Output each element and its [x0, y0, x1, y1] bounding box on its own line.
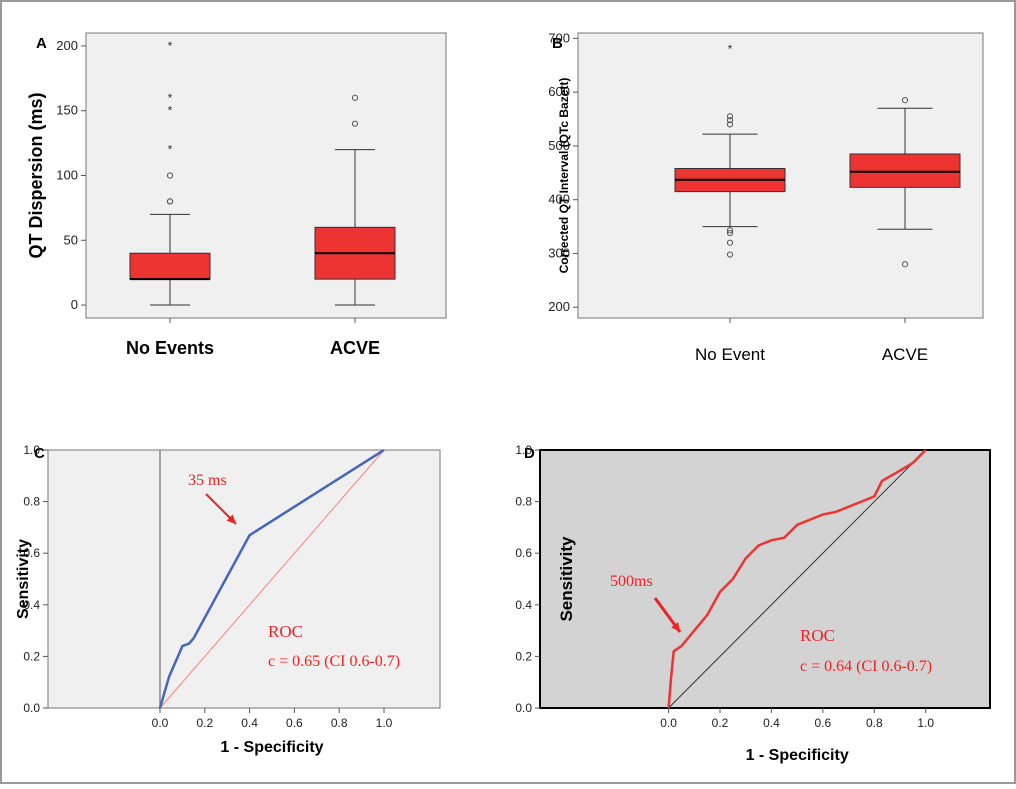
outlier-star: *	[168, 91, 173, 105]
outlier-circle	[901, 97, 909, 104]
cutoff-arrowhead	[671, 622, 680, 632]
category-label: No Events	[126, 338, 214, 358]
category-label: ACVE	[330, 338, 380, 358]
outlier-star: *	[168, 104, 173, 118]
outlier-circle	[166, 172, 174, 179]
x-tick-label: 1.0	[376, 716, 393, 730]
x-tick-label: 0.2	[712, 716, 729, 730]
x-tick-label: 0.4	[763, 716, 780, 730]
y-tick-label: 0.0	[515, 701, 532, 715]
x-tick-label: 0.8	[866, 716, 883, 730]
category-label: No Event	[695, 345, 765, 364]
outlier-circle	[351, 94, 359, 101]
y-axis-label: Sensitivity	[557, 536, 576, 622]
x-tick-label: 0.8	[331, 716, 348, 730]
panel-b: B 200 300 400 500 600 700 Corrected QT Interval…	[548, 30, 984, 364]
plot-area	[539, 449, 991, 709]
outlier-circle	[726, 239, 734, 246]
y-tick-label: 500	[548, 138, 570, 153]
cutoff-label: 35 ms	[188, 472, 227, 489]
reference-line	[159, 449, 385, 709]
x-axis-label: 1 - Specificity	[220, 739, 323, 756]
auc-label: c = 0.64 (CI 0.6-0.7)	[800, 658, 932, 675]
y-tick-label: 200	[56, 38, 78, 53]
roc-label: ROC	[268, 622, 303, 641]
panel-d: D 0.0 0.2 0.4 0.6 0.8 1.0 0.0 0.2 0.4 0.6 0.8 1.0 Sen…	[515, 443, 991, 764]
y-tick-label: 1.0	[515, 443, 532, 457]
y-tick-label: 600	[548, 84, 570, 99]
x-axis-label: 1 - Specificity	[746, 747, 849, 764]
y-tick-label: 0.4	[515, 598, 532, 612]
y-axis-label: Corrected QT Interval (QTc Bazett)	[557, 78, 571, 274]
y-tick-label: 0.8	[23, 495, 40, 509]
y-tick-label: 50	[64, 232, 78, 247]
x-tick-label: 0.6	[286, 716, 303, 730]
panel-c: C 0.0 0.2 0.4 0.6 0.8 1.0 0.0 0.2 0.4 0.6 0.8 1.0 Sen…	[15, 443, 441, 756]
panel-letter: A	[36, 35, 47, 52]
plot-area	[47, 449, 441, 709]
y-tick-label: 0	[71, 297, 78, 312]
x-tick-label: 0.2	[196, 716, 213, 730]
x-tick-label: 1.0	[917, 716, 934, 730]
outlier-circle	[901, 261, 909, 268]
y-tick-label: 300	[548, 245, 570, 260]
panel-letter: C	[34, 445, 45, 462]
outlier-circle	[726, 229, 734, 237]
roc-curve	[667, 449, 927, 709]
outlier-circle	[351, 120, 359, 127]
y-tick-label: 0.2	[23, 649, 40, 663]
panel-letter: D	[524, 445, 535, 462]
outlier-circle	[726, 121, 734, 128]
y-tick-label: 0.6	[515, 546, 532, 560]
y-tick-label: 700	[548, 30, 570, 45]
y-tick-label: 400	[548, 192, 570, 207]
outlier-circle	[726, 251, 734, 258]
panel-letter: B	[552, 35, 563, 52]
box	[849, 153, 961, 188]
outlier-star: *	[168, 143, 173, 157]
cutoff-label: 500ms	[610, 573, 653, 590]
auc-label: c = 0.65 (CI 0.6-0.7)	[268, 653, 400, 670]
roc-label: ROC	[800, 626, 835, 645]
y-tick-label: 1.0	[23, 443, 40, 457]
reference-line	[668, 449, 927, 709]
outlier-circle	[166, 198, 174, 205]
x-tick-label: 0.0	[152, 716, 169, 730]
outlier-star: *	[168, 39, 173, 53]
outlier-circle	[726, 117, 734, 124]
box	[129, 252, 211, 280]
outlier-star: *	[728, 42, 733, 56]
y-axis-label: Sensitivity	[15, 539, 32, 619]
outlier-circle	[726, 227, 734, 234]
y-axis-label: QT Dispersion (ms)	[26, 92, 46, 258]
y-tick-label: 150	[56, 103, 78, 118]
x-tick-label: 0.4	[241, 716, 258, 730]
y-tick-label: 0.8	[515, 495, 532, 509]
category-label: ACVE	[882, 345, 928, 364]
y-tick-label: 200	[548, 299, 570, 314]
cutoff-arrowhead	[226, 514, 236, 524]
x-tick-label: 0.0	[660, 716, 677, 730]
y-tick-label: 0.0	[23, 701, 40, 715]
outlier-circle	[726, 113, 734, 120]
roc-curve	[158, 448, 385, 709]
y-tick-label: 100	[56, 168, 78, 183]
y-tick-label: 0.6	[23, 546, 40, 560]
y-tick-label: 0.2	[515, 649, 532, 663]
x-tick-label: 0.6	[815, 716, 832, 730]
y-tick-label: 0.4	[23, 598, 40, 612]
